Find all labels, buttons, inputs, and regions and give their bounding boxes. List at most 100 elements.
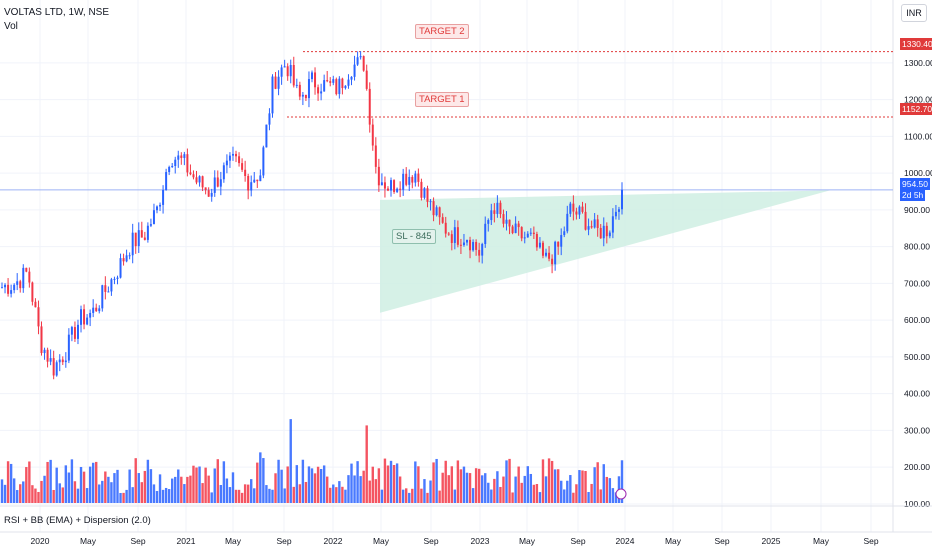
candle-body bbox=[511, 226, 514, 234]
candle-body bbox=[508, 219, 511, 227]
volume-bar bbox=[569, 475, 572, 503]
volume-bar bbox=[231, 472, 235, 503]
x-tick-label: May bbox=[813, 536, 830, 546]
volume-bar bbox=[316, 466, 320, 503]
candle-body bbox=[411, 176, 414, 183]
candle-body bbox=[119, 258, 122, 278]
volume-bar bbox=[350, 463, 353, 503]
candle-body bbox=[280, 67, 283, 77]
candle-body bbox=[417, 173, 420, 182]
volume-bar bbox=[556, 469, 560, 503]
volume-bar bbox=[195, 467, 198, 503]
candle-body bbox=[350, 76, 353, 80]
volume-bar bbox=[271, 489, 274, 503]
volume-bar bbox=[219, 484, 223, 503]
volume-bar bbox=[487, 482, 490, 503]
volume-bar bbox=[186, 476, 189, 503]
candle-body bbox=[128, 255, 131, 257]
candle-body bbox=[332, 79, 335, 83]
volume-bar bbox=[34, 488, 37, 503]
candle-body bbox=[587, 226, 590, 230]
x-tick-label: 2022 bbox=[324, 536, 343, 546]
candle-body bbox=[386, 188, 389, 191]
volume-bar bbox=[180, 476, 183, 503]
candle-body bbox=[13, 284, 16, 291]
candle-body bbox=[311, 72, 313, 80]
candle-body bbox=[4, 284, 7, 288]
volume-bar bbox=[502, 476, 505, 503]
candle-body bbox=[298, 84, 301, 97]
volume-bar bbox=[225, 478, 229, 503]
volume-bar bbox=[265, 485, 268, 503]
x-tick-label: May bbox=[225, 536, 242, 546]
candle-body bbox=[338, 78, 341, 95]
candle-body bbox=[390, 180, 393, 191]
candle-body bbox=[307, 79, 310, 99]
volume-bar bbox=[444, 460, 447, 503]
volume-bar bbox=[429, 480, 432, 503]
y-tick-label: 900.00 bbox=[904, 205, 930, 215]
candle-body bbox=[393, 180, 396, 192]
volume-bar bbox=[85, 488, 89, 503]
x-tick-label: 2024 bbox=[616, 536, 635, 546]
volume-bar bbox=[298, 484, 302, 503]
candle-body bbox=[523, 237, 526, 239]
x-tick-label: May bbox=[519, 536, 536, 546]
volume-bar bbox=[76, 488, 80, 503]
candle-body bbox=[383, 182, 386, 189]
candle-body bbox=[107, 291, 110, 293]
candle-body bbox=[286, 66, 289, 77]
volume-bar bbox=[55, 467, 58, 503]
volume-bar bbox=[240, 492, 244, 503]
volume-bar bbox=[553, 469, 557, 503]
volume-bar bbox=[401, 489, 405, 503]
candle-body bbox=[314, 72, 317, 88]
indicator-label: RSI + BB (EMA) + Dispersion (2.0) bbox=[4, 515, 151, 526]
candle-body bbox=[46, 349, 49, 362]
candle-body bbox=[104, 285, 107, 292]
candle-body bbox=[89, 312, 92, 318]
candle-body bbox=[380, 182, 383, 186]
candle-body bbox=[1, 287, 3, 289]
volume-bar bbox=[161, 489, 165, 503]
volume-bar bbox=[201, 483, 204, 503]
x-tick-label: Sep bbox=[570, 536, 585, 546]
candle-body bbox=[590, 226, 593, 228]
currency-button[interactable]: INR bbox=[901, 4, 927, 22]
volume-bar bbox=[6, 461, 10, 503]
candle-body bbox=[584, 211, 587, 230]
candle-body bbox=[198, 176, 201, 183]
volume-bar bbox=[480, 475, 484, 503]
candle-body bbox=[262, 147, 265, 176]
y-tick-label: 700.00 bbox=[904, 278, 930, 288]
candle-body bbox=[532, 232, 535, 235]
candle-body bbox=[362, 56, 365, 71]
volume-bar bbox=[465, 472, 469, 503]
candle-body bbox=[621, 189, 623, 210]
candle-body bbox=[520, 227, 523, 239]
volume-bar bbox=[462, 466, 466, 503]
candle-body bbox=[453, 227, 456, 243]
candle-body bbox=[225, 160, 228, 166]
candle-body bbox=[548, 252, 551, 259]
candle-body bbox=[43, 349, 46, 354]
volume-bar bbox=[368, 480, 371, 503]
volume-bar bbox=[253, 488, 256, 503]
candle-body bbox=[335, 79, 338, 95]
candle-body bbox=[581, 206, 584, 212]
candle-body bbox=[195, 177, 198, 183]
candle-body bbox=[277, 76, 280, 89]
candle-body bbox=[83, 309, 86, 325]
candle-body bbox=[529, 232, 532, 234]
candle-body bbox=[490, 210, 493, 221]
volume-bar bbox=[313, 473, 317, 503]
candle-body bbox=[152, 210, 155, 225]
volume-bar bbox=[414, 461, 417, 503]
y-tick-label: 500.00 bbox=[904, 352, 930, 362]
volume-bar bbox=[113, 473, 116, 503]
volume-bar bbox=[37, 491, 40, 503]
candle-body bbox=[304, 94, 307, 99]
volume-bar bbox=[517, 466, 520, 503]
candle-body bbox=[441, 217, 444, 223]
